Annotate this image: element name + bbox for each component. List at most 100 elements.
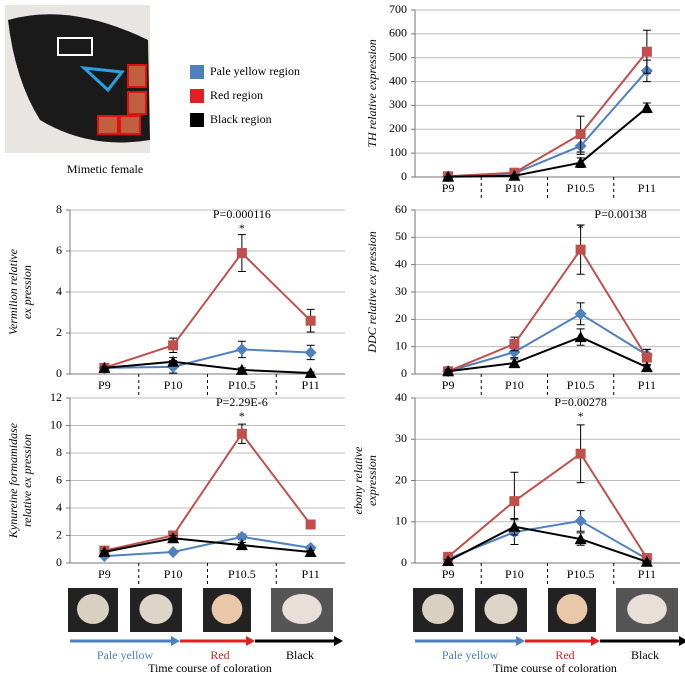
marker	[168, 340, 179, 351]
x-tick-label: P10	[164, 567, 183, 581]
y-tick-label: 0	[56, 555, 62, 569]
wing-shape	[211, 594, 243, 624]
x-tick-label: P10	[505, 181, 524, 195]
x-tick-label: P11	[302, 567, 320, 581]
y-tick-label: 6	[56, 472, 62, 486]
box-white	[57, 37, 93, 56]
timeline-label: Black	[286, 648, 314, 662]
marker	[235, 363, 248, 375]
marker	[509, 338, 520, 349]
y-axis-title: ebony relative	[351, 446, 365, 515]
y-tick-label: 2	[56, 527, 62, 541]
marker	[235, 539, 248, 551]
marker	[304, 366, 317, 378]
marker	[442, 365, 455, 377]
x-tick-label: P9	[98, 567, 111, 581]
p-value: P=2.29E-6	[216, 395, 268, 409]
y-tick-label: 500	[389, 49, 407, 63]
legend-label: Red region	[210, 88, 263, 102]
y-axis-title: DDC relative ex pression	[365, 231, 379, 353]
marker	[640, 555, 653, 567]
marker	[305, 315, 316, 326]
significance-star: *	[239, 221, 245, 235]
significance-star: *	[239, 409, 245, 423]
series-line	[447, 452, 648, 559]
marker	[640, 101, 653, 113]
y-tick-label: 0	[401, 555, 407, 569]
y-tick-label: 20	[395, 472, 407, 486]
marker	[574, 307, 587, 320]
marker	[167, 546, 180, 558]
x-tick-label: P11	[638, 181, 656, 195]
y-tick-label: 0	[401, 366, 407, 380]
arrow-head	[334, 636, 343, 646]
series-line	[447, 247, 648, 373]
y-tick-label: 300	[389, 97, 407, 111]
series-line	[448, 107, 648, 178]
y-tick-label: 60	[395, 202, 407, 216]
butterfly-photo	[5, 5, 150, 153]
x-tick-label: P10.5	[228, 378, 256, 392]
marker	[167, 355, 180, 367]
significance-star: *	[578, 409, 584, 423]
y-tick-label: 400	[389, 73, 407, 87]
y-tick-label: 4	[56, 500, 62, 514]
photo-caption: Mimetic female	[67, 162, 143, 176]
marker	[236, 248, 247, 259]
x-tick-label: P10	[164, 378, 183, 392]
timeline-label: Pale yellow	[97, 648, 154, 662]
y-tick-label: 10	[395, 514, 407, 528]
arrow-head	[516, 636, 525, 646]
y-tick-label: 600	[389, 26, 407, 40]
marker	[442, 170, 455, 182]
p-value: P=0.000116	[213, 207, 271, 221]
marker	[235, 343, 248, 356]
series-line	[104, 360, 311, 374]
timeline-caption: Time course of coloration	[493, 661, 617, 675]
x-tick-label: P11	[638, 378, 656, 392]
y-tick-label: 0	[401, 169, 407, 183]
y-tick-label: 4	[56, 284, 62, 298]
timeline-caption: Time course of coloration	[148, 661, 272, 675]
series-line	[104, 535, 311, 558]
legend-swatch	[190, 113, 204, 127]
box-red	[97, 115, 119, 135]
series-line	[448, 51, 648, 178]
series-line	[447, 525, 648, 563]
y-tick-label: 200	[389, 121, 407, 135]
series-line	[104, 251, 312, 369]
wing-shape	[484, 594, 518, 624]
series-line	[447, 519, 648, 560]
y-tick-label: 20	[395, 311, 407, 325]
y-axis-title: Kynureine formamidase	[6, 422, 20, 539]
y-tick-label: 10	[395, 338, 407, 352]
x-tick-label: P10	[505, 567, 524, 581]
marker	[508, 169, 521, 181]
marker	[442, 554, 455, 566]
marker	[235, 530, 248, 543]
x-tick-label: P11	[638, 567, 656, 581]
arrow-head	[679, 636, 685, 646]
marker	[575, 244, 586, 255]
y-tick-label: 50	[395, 229, 407, 243]
x-tick-label: P9	[442, 378, 455, 392]
y-tick-label: 30	[395, 431, 407, 445]
wing-shape	[422, 594, 454, 624]
y-axis-title: expression	[365, 455, 379, 506]
x-tick-label: P10	[505, 378, 524, 392]
wing-shape	[556, 594, 588, 624]
y-tick-label: 2	[56, 325, 62, 339]
wing-shape	[139, 594, 173, 624]
x-tick-label: P10.5	[228, 567, 256, 581]
legend-swatch	[190, 89, 204, 103]
marker	[304, 546, 317, 557]
marker	[574, 156, 587, 168]
y-axis-title: relative ex pression	[20, 434, 34, 527]
wing-shape	[77, 594, 109, 624]
arrow-head	[591, 636, 600, 646]
marker	[304, 346, 317, 359]
box-red	[127, 64, 147, 88]
timeline-label: Black	[631, 648, 659, 662]
marker	[508, 346, 521, 359]
